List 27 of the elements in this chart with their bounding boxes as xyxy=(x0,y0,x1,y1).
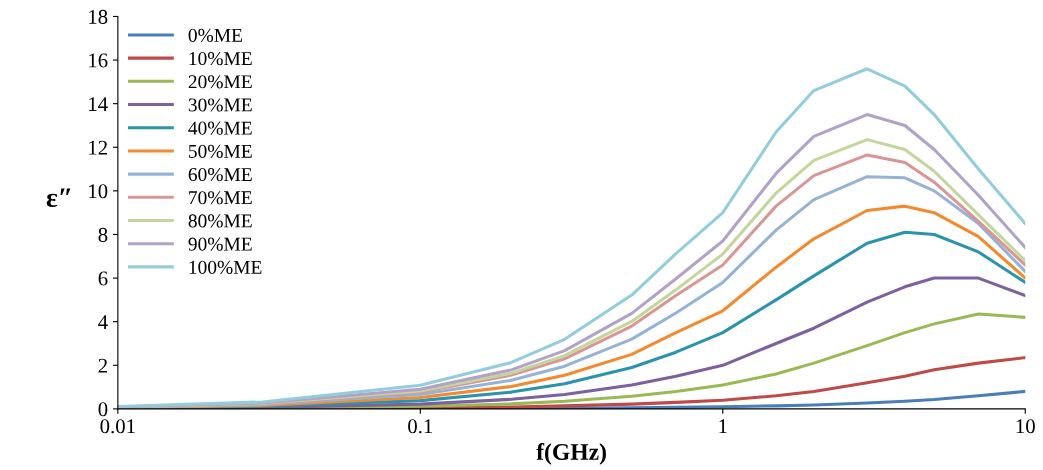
y-tick-label: 4 xyxy=(98,315,108,329)
y-tick-label: 2 xyxy=(98,358,107,373)
x-tick-label: 10 xyxy=(1016,419,1035,434)
y-tick-label: 0 xyxy=(98,402,108,417)
legend-label: 0%ME xyxy=(188,28,242,42)
y-tick-label: 14 xyxy=(89,97,108,111)
y-tick-label: 6 xyxy=(98,271,108,286)
y-axis-title: ε″ xyxy=(46,188,71,208)
legend-label: 90%ME xyxy=(188,237,252,251)
legend-label: 100%ME xyxy=(189,260,262,274)
x-tick-label: 1 xyxy=(719,419,727,434)
legend-label: 40%ME xyxy=(188,121,252,135)
legend-label: 60%ME xyxy=(188,167,252,182)
legend-label: 30%ME xyxy=(188,98,252,112)
y-tick-label: 18 xyxy=(89,9,108,24)
x-axis-title: f(GHz) xyxy=(536,443,606,465)
legend-label: 20%ME xyxy=(188,75,252,89)
legend-label: 50%ME xyxy=(188,144,252,158)
y-tick-label: 8 xyxy=(98,227,108,242)
y-tick-label: 16 xyxy=(89,53,108,68)
x-tick-label: 0.01 xyxy=(100,419,135,434)
legend-label: 80%ME xyxy=(188,214,252,228)
y-tick-label: 10 xyxy=(89,184,108,199)
y-tick-label: 12 xyxy=(89,140,107,155)
legend-label: 10%ME xyxy=(189,51,252,66)
x-tick-label: 0.1 xyxy=(408,419,433,434)
legend-label: 70%ME xyxy=(189,191,252,205)
